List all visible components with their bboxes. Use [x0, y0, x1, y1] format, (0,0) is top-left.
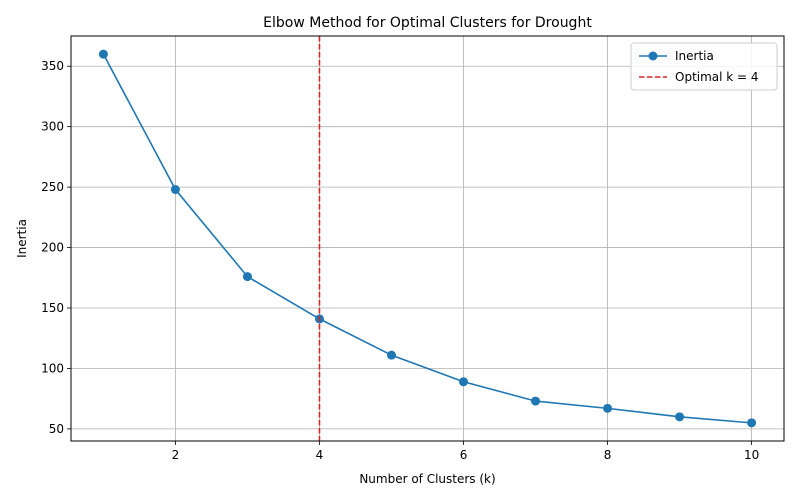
x-tick-label: 8	[604, 448, 612, 462]
x-tick-label: 4	[316, 448, 324, 462]
y-tick-label: 200	[41, 241, 64, 255]
inertia-point	[531, 396, 541, 406]
grid-lines	[71, 36, 784, 441]
inertia-point	[242, 272, 252, 282]
x-tick-label: 10	[744, 448, 759, 462]
legend-optimal-k-label: Optimal k = 4	[675, 70, 759, 84]
inertia-point	[170, 185, 180, 195]
y-tick-label: 250	[41, 180, 64, 194]
y-tick-label: 100	[41, 361, 64, 375]
y-tick-label: 350	[41, 59, 64, 73]
legend-inertia-label: Inertia	[675, 49, 714, 63]
x-tick-label: 6	[460, 448, 468, 462]
chart-title: Elbow Method for Optimal Clusters for Dr…	[263, 15, 592, 31]
inertia-point	[603, 403, 613, 413]
x-axis-label: Number of Clusters (k)	[359, 472, 495, 486]
axes-frame	[70, 35, 785, 442]
y-axis-label: Inertia	[15, 219, 29, 258]
plot-area	[98, 36, 757, 441]
x-tick-label: 2	[172, 448, 180, 462]
x-axis-ticks: 2 4 6 8 10	[172, 441, 759, 462]
inertia-point	[675, 412, 685, 422]
y-tick-label: 150	[41, 301, 64, 315]
inertia-point	[459, 377, 469, 387]
inertia-point	[747, 418, 757, 428]
legend-box	[630, 42, 778, 91]
inertia-line	[102, 53, 752, 424]
legend-inertia-marker	[648, 51, 658, 61]
legend: Inertia Optimal k = 4	[630, 42, 778, 91]
y-tick-label: 50	[49, 422, 64, 436]
inertia-point	[98, 49, 108, 59]
y-tick-label: 300	[41, 120, 64, 134]
inertia-point	[386, 350, 396, 360]
y-axis-ticks: 50 100 150 200 250 300 350	[41, 59, 71, 436]
